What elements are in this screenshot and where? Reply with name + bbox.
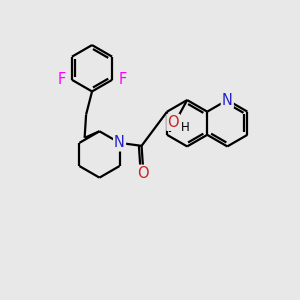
Text: H: H bbox=[181, 121, 189, 134]
Text: N: N bbox=[114, 135, 125, 150]
Text: F: F bbox=[118, 72, 127, 87]
Text: F: F bbox=[57, 72, 66, 87]
Text: O: O bbox=[167, 115, 179, 130]
Text: O: O bbox=[137, 166, 149, 181]
Text: N: N bbox=[222, 93, 233, 108]
